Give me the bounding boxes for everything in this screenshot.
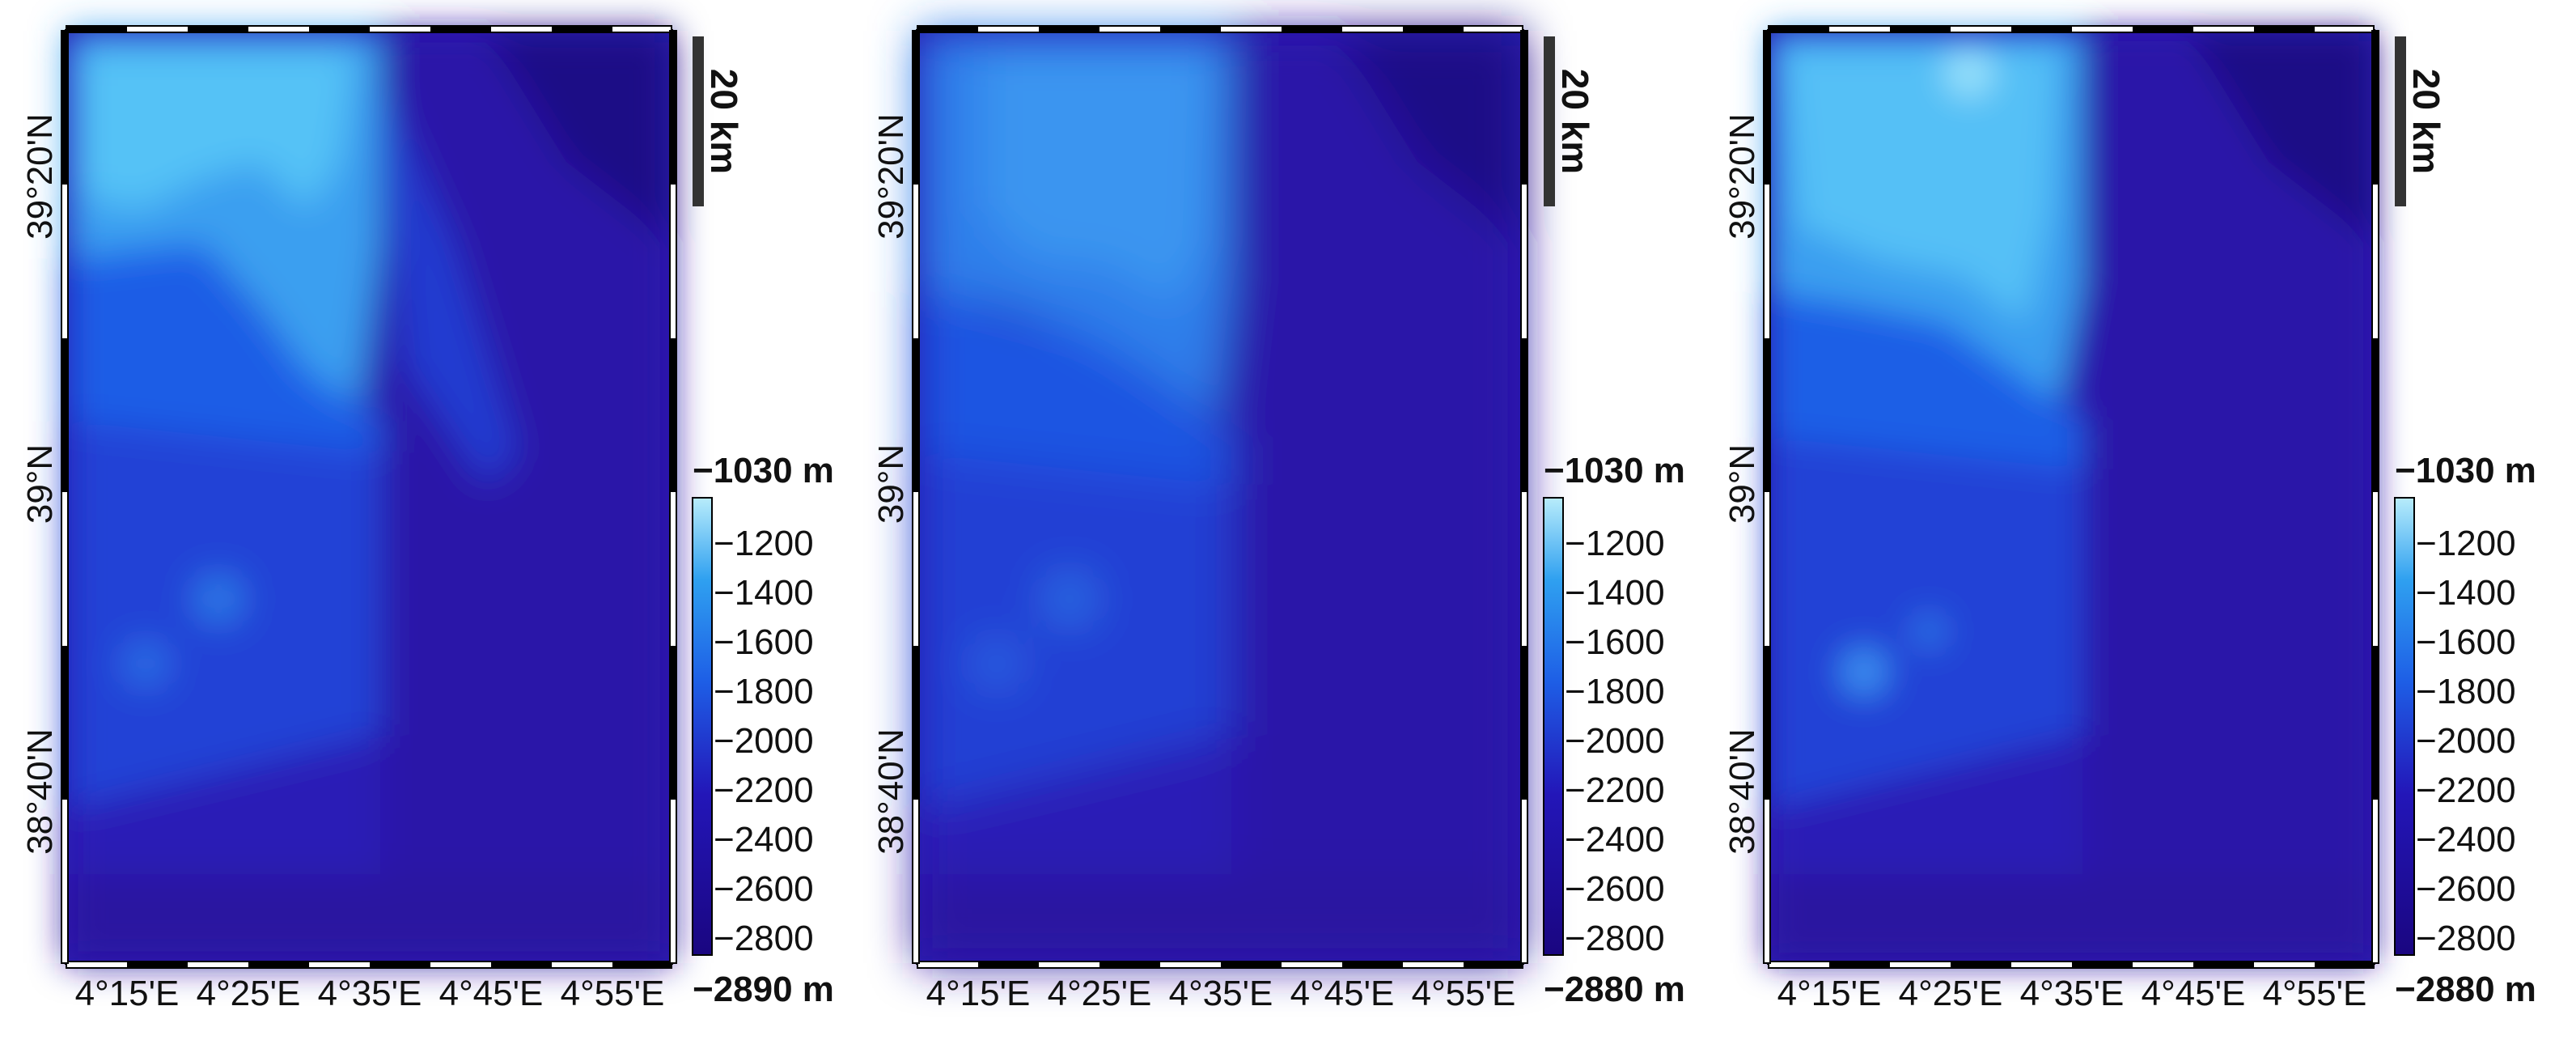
colorbar-tick: −2800 <box>1565 919 1665 958</box>
colorbar-tick: −2600 <box>714 869 814 909</box>
colorbar-tick: −1800 <box>714 672 814 711</box>
y-tick-label: 39°20'N <box>20 113 60 240</box>
y-tick-label: 38°40'N <box>871 728 911 855</box>
bathymetry-map-1 <box>61 25 713 969</box>
colorbar-tick: −1800 <box>1565 672 1665 711</box>
bathymetry-map-2 <box>912 25 1564 969</box>
x-tick-label: 4°45'E <box>2141 974 2246 1013</box>
colorbar-tick: −1600 <box>714 622 814 662</box>
colorbar-tick: −2200 <box>714 770 814 810</box>
x-tick-label: 4°45'E <box>1290 974 1395 1013</box>
x-tick-label: 4°45'E <box>439 974 544 1013</box>
colorbar-min-label: −2880 m <box>2395 970 2536 1009</box>
x-tick-label: 4°35'E <box>1168 974 1273 1013</box>
map-border-ticks <box>1763 25 2379 969</box>
x-tick-label: 4°15'E <box>926 974 1031 1013</box>
colorbar <box>2394 497 2415 956</box>
scale-bar-label: 20 km <box>703 68 745 175</box>
y-tick-label: 39°20'N <box>1722 113 1762 240</box>
colorbar-tick: −2200 <box>1565 770 1665 810</box>
colorbar-tick: −2800 <box>2416 919 2516 958</box>
colorbar-tick: −1200 <box>2416 524 2516 563</box>
y-tick-label: 38°40'N <box>1722 728 1762 855</box>
x-tick-label: 4°55'E <box>2262 974 2367 1013</box>
y-tick-label: 39°20'N <box>871 113 911 240</box>
depth-field <box>917 31 1523 963</box>
x-tick-label: 4°55'E <box>1411 974 1516 1013</box>
scale-bar <box>1544 36 1555 206</box>
colorbar-tick: −2000 <box>714 721 814 761</box>
colorbar <box>1543 497 1564 956</box>
colorbar-tick: −1600 <box>1565 622 1665 662</box>
colorbar-tick: −2600 <box>2416 869 2516 909</box>
x-tick-label: 4°25'E <box>196 974 301 1013</box>
y-tick-label: 39°N <box>1722 444 1762 524</box>
map-border-ticks <box>61 25 677 969</box>
scale-bar-label: 20 km <box>1554 68 1596 175</box>
map-panel-1: 39°20'N 39°N 38°40'N 4°15'E 4°25'E 4°35'… <box>0 0 858 1040</box>
colorbar-min-label: −2880 m <box>1544 970 1685 1009</box>
x-tick-label: 4°25'E <box>1047 974 1152 1013</box>
y-tick-label: 39°N <box>871 444 911 524</box>
colorbar-tick: −2400 <box>2416 820 2516 860</box>
colorbar-tick: −2200 <box>2416 770 2516 810</box>
colorbar-max-label: −1030 m <box>1544 451 1685 490</box>
scale-bar-label: 20 km <box>2405 68 2447 175</box>
x-tick-label: 4°15'E <box>74 974 180 1013</box>
colorbar <box>692 497 713 956</box>
colorbar-tick: −2800 <box>714 919 814 958</box>
colorbar-tick: −1200 <box>714 524 814 563</box>
colorbar-tick: −2400 <box>714 820 814 860</box>
colorbar-tick: −2600 <box>1565 869 1665 909</box>
scale-bar <box>2395 36 2406 206</box>
colorbar-max-label: −1030 m <box>2395 451 2536 490</box>
colorbar-tick: −1200 <box>1565 524 1665 563</box>
colorbar-tick: −1400 <box>1565 573 1665 613</box>
colorbar-tick: −2400 <box>1565 820 1665 860</box>
colorbar-tick: −1800 <box>2416 672 2516 711</box>
colorbar-tick: −1400 <box>714 573 814 613</box>
map-border-ticks <box>912 25 1528 969</box>
bathymetry-map-3 <box>1763 25 2415 969</box>
y-tick-label: 38°40'N <box>20 728 60 855</box>
y-tick-label: 39°N <box>20 444 60 524</box>
x-tick-label: 4°25'E <box>1898 974 2003 1013</box>
colorbar-tick: −1400 <box>2416 573 2516 613</box>
x-tick-label: 4°15'E <box>1777 974 1882 1013</box>
map-panel-2: 39°20'N 39°N 38°40'N 4°15'E 4°25'E 4°35'… <box>851 0 1709 1040</box>
map-panel-3: 39°20'N 39°N 38°40'N 4°15'E 4°25'E 4°35'… <box>1702 0 2560 1040</box>
colorbar-tick: −2000 <box>1565 721 1665 761</box>
x-tick-label: 4°55'E <box>560 974 665 1013</box>
colorbar-tick: −1600 <box>2416 622 2516 662</box>
x-tick-label: 4°35'E <box>317 974 422 1013</box>
x-tick-label: 4°35'E <box>2019 974 2125 1013</box>
depth-field <box>1769 31 2374 963</box>
scale-bar <box>693 36 704 206</box>
colorbar-min-label: −2890 m <box>693 970 834 1009</box>
colorbar-max-label: −1030 m <box>693 451 834 490</box>
depth-field <box>66 31 672 963</box>
colorbar-tick: −2000 <box>2416 721 2516 761</box>
